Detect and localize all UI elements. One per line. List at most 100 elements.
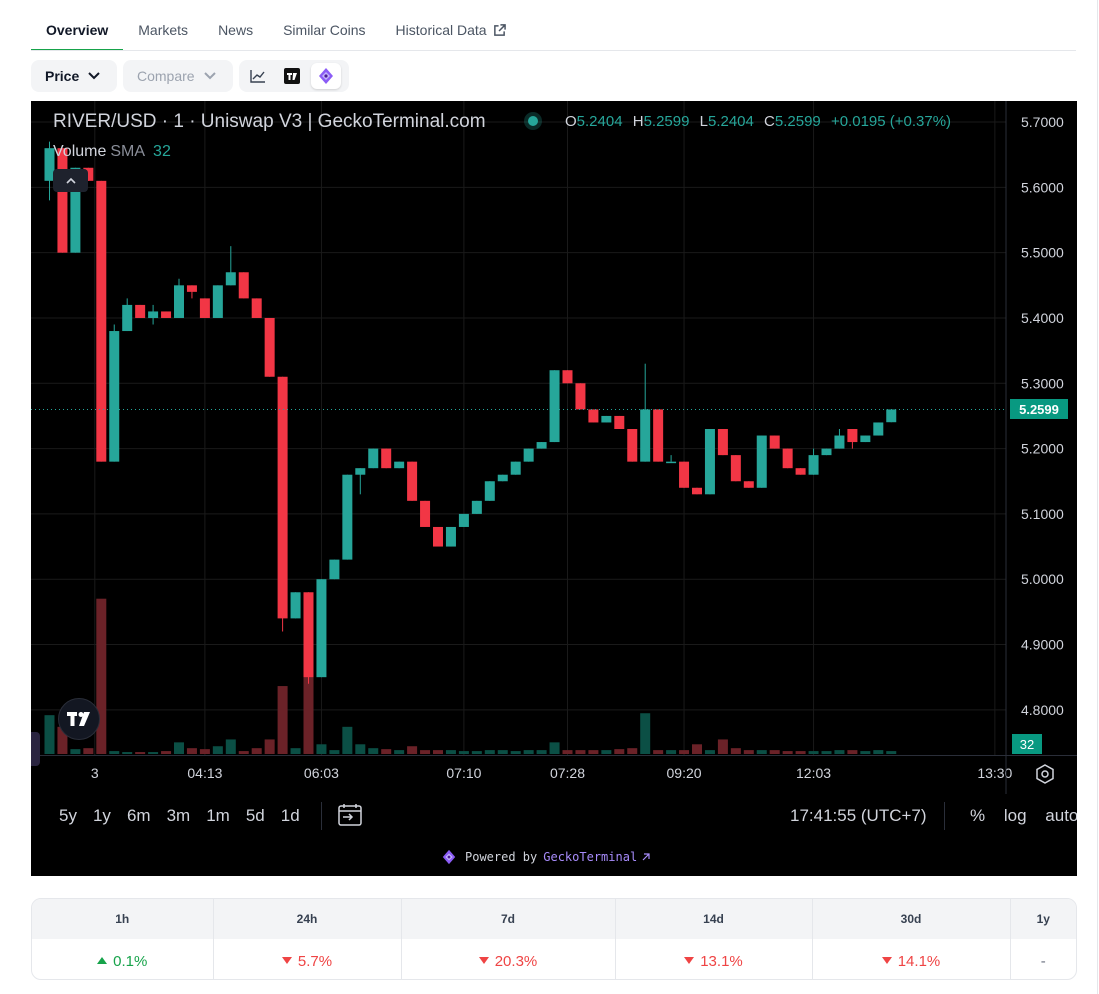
time-axis-label: 13:30 [977,765,1012,781]
time-axis-label: 04:13 [187,765,222,781]
price-axis-label: 5.6000 [1021,179,1064,195]
powered-by-brand: GeckoTerminal [543,850,638,864]
geckoterminal-icon [319,68,333,84]
candle-body [497,474,508,482]
volume-bar [769,750,780,754]
candle-body [601,415,612,423]
candle-body [83,167,94,181]
price-change-table: 1h 24h 7d 14d 30d 1y 0.1% 5.7% 20.3% 13.… [31,898,1077,980]
candle-body [795,468,806,475]
chart-view-switcher [239,60,349,92]
volume-bar [497,750,508,754]
chart-clock[interactable]: 17:41:55 (UTC+7) [790,806,927,825]
candle-body [161,311,172,318]
volume-bar [860,751,871,754]
candle-body [614,415,625,429]
header-7d: 7d [401,899,616,939]
tradingview-view-button[interactable] [277,63,307,89]
go-to-date-button[interactable] [337,802,363,833]
price-axis-label: 4.8000 [1021,702,1064,718]
candle-body [368,448,379,469]
price-axis-label: 5.2000 [1021,441,1064,457]
volume-bar [342,726,353,754]
volume-indicator: SMA [110,143,146,160]
ohlc-close: 5.2599 [774,113,821,130]
tab-label: Similar Coins [283,22,366,38]
volume-bar [83,748,94,754]
volume-bar [44,715,55,754]
external-link-icon [493,24,506,36]
volume-legend: Volume SMA 32 [53,143,171,161]
range-5d[interactable]: 5d [245,806,265,825]
volume-bar [847,750,858,754]
range-1m[interactable]: 1m [206,806,230,825]
line-chart-icon [250,70,265,83]
tab-divider [31,50,1076,51]
candle-body [562,370,573,384]
tab-similar-coins[interactable]: Similar Coins [268,12,380,50]
time-axis-label: 09:20 [667,765,702,781]
geckoterminal-view-button[interactable] [311,63,341,89]
log-scale-toggle[interactable]: log [1003,806,1027,825]
volume-bar [704,750,715,754]
candlestick-plot[interactable]: 5.7000 5.6000 5.5000 5.4000 5.3000 5.2000 5.10… [31,101,1077,794]
range-3m[interactable]: 3m [166,806,191,825]
volume-bar [212,746,223,754]
pane-resize-handle[interactable] [31,732,40,766]
candle-body [420,500,431,527]
live-status-dot [528,116,538,126]
tab-historical-data[interactable]: Historical Data [381,12,521,50]
range-5y[interactable]: 5y [59,806,77,825]
auto-scale-toggle[interactable]: auto [1045,806,1077,825]
change-30d: 14.1% [812,939,1011,979]
candle-body [704,429,715,495]
volume-bar [329,750,340,754]
volume-bar [679,750,690,754]
candle-body [109,331,120,462]
time-axis-label: 3 [91,765,99,781]
time-axis-label: 07:28 [550,765,585,781]
range-1y[interactable]: 1y [92,806,111,825]
volume-bar [238,751,249,754]
price-chart[interactable]: 5.7000 5.6000 5.5000 5.4000 5.3000 5.2000 5.10… [31,101,1077,876]
candle-body [407,461,418,501]
chart-settings-button[interactable] [1035,764,1055,789]
ohlc-legend: O5.2404 H5.2599 L5.2404 C5.2599 +0.0195 … [565,113,957,130]
range-selector: 5y 1y 6m 3m 1m 5d 1d [51,806,308,826]
volume-label: Volume [53,143,107,160]
percent-scale-toggle[interactable]: % [970,806,986,825]
volume-bar [588,750,599,754]
range-1d[interactable]: 1d [280,806,300,825]
volume-bar [601,750,612,754]
volume-bar [407,746,418,754]
volume-bar [251,748,262,754]
change-value: 0.1% [113,952,148,970]
candle-body [70,167,81,253]
volume-bar [653,750,664,754]
change-value: 13.1% [700,952,743,970]
tab-markets[interactable]: Markets [123,12,203,50]
volume-bar [355,744,366,754]
volume-bar [290,748,301,754]
volume-bar [316,744,327,754]
candle-body [575,383,586,410]
collapse-legend-button[interactable] [53,169,88,192]
change-1h: 0.1% [32,939,214,979]
range-6m[interactable]: 6m [126,806,151,825]
volume-bar [873,750,884,754]
candle-body [381,448,392,469]
compare-dropdown[interactable]: Compare [123,60,233,92]
volume-bar [433,750,443,754]
line-chart-view-button[interactable] [243,63,273,89]
tab-overview[interactable]: Overview [31,12,124,51]
ohlc-open: 5.2404 [576,113,623,130]
candle-body [588,409,599,423]
volume-bar [174,742,184,754]
tradingview-logo[interactable] [58,698,100,740]
price-dropdown[interactable]: Price [31,60,117,92]
ohlc-low: 5.2404 [707,113,754,130]
powered-by-link[interactable]: Powered by GeckoTerminal [441,849,650,865]
candle-body [57,148,68,253]
tab-news[interactable]: News [203,12,268,50]
candle-body [484,481,495,501]
